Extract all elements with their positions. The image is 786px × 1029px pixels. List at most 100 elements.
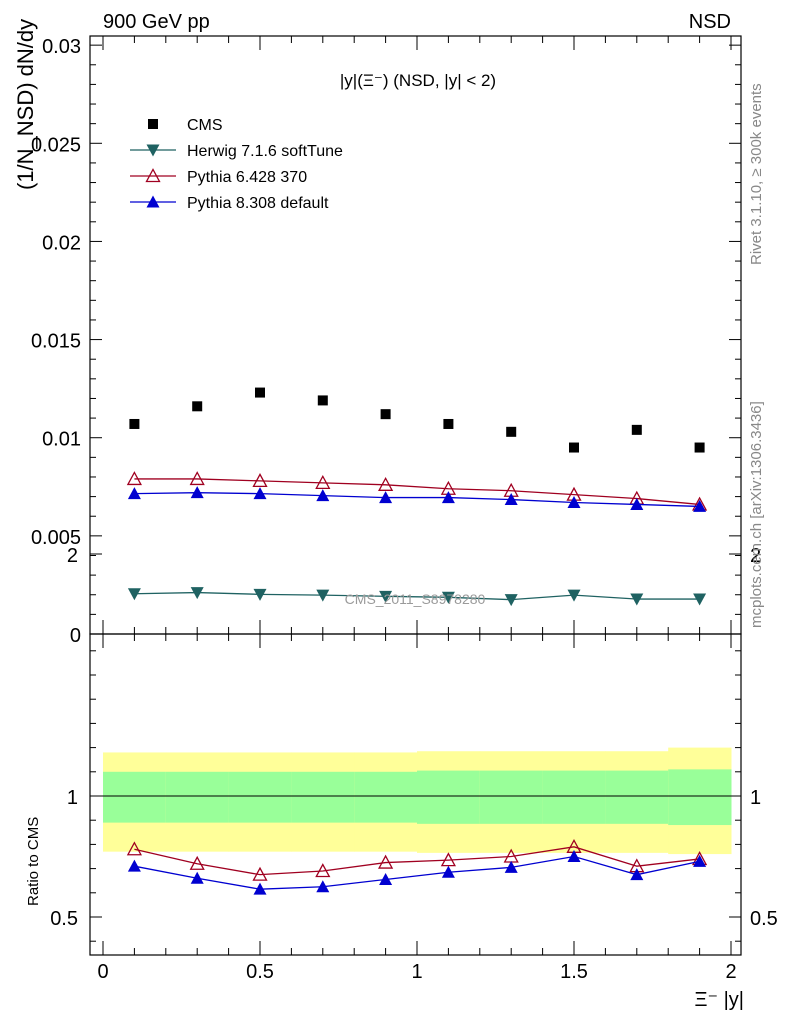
- data-point-pythia-6-428-370: [378, 476, 394, 491]
- legend-label-herwig-7-1-6-softtune: Herwig 7.1.6 softTune: [187, 143, 343, 160]
- plot-title: |y|(Ξ⁻) (NSD, |y| < 2): [340, 71, 496, 90]
- ratio-plot: 0.5 0.5 1 1 2 2 0 0.5 1 1.5 2 Ratio to CMS Ξ⁻ |y|: [25, 545, 778, 1011]
- data-point-pythia-8-308-default: [127, 487, 141, 500]
- ratio-y-tick-label-right: 0.5: [750, 908, 778, 930]
- data-point-cms: [631, 424, 642, 435]
- uncertainty-band-inner: [291, 771, 355, 823]
- ratio-y-tick-label-right: 2: [750, 545, 761, 567]
- ratio-point-pythia-8-308-default: [441, 865, 455, 878]
- uncertainty-band-inner: [542, 770, 606, 824]
- uncertainty-band-inner: [103, 771, 167, 823]
- data-point-cms: [192, 401, 203, 412]
- collision-label: 900 GeV pp: [103, 11, 210, 33]
- data-point-herwig-7-1-6-softtune: [190, 587, 204, 600]
- data-point-pythia-8-308-default: [441, 491, 455, 504]
- data-point-pythia-8-308-default: [504, 493, 518, 506]
- x-axis-label: Ξ⁻ |y|: [694, 989, 744, 1011]
- y-tick-label: 0.02: [42, 232, 81, 254]
- rivet-version-label: Rivet 3.1.10, ≥ 300k events: [748, 83, 765, 265]
- data-point-pythia-8-308-default: [567, 495, 581, 508]
- uncertainty-band-inner: [165, 771, 230, 823]
- x-tick-label: 0: [97, 961, 108, 983]
- legend-label-pythia-6-428-370: Pythia 6.428 370: [187, 169, 307, 186]
- x-tick-label: 0.5: [246, 961, 274, 983]
- ratio-plot-frame: [89, 633, 742, 956]
- ratio-point-pythia-8-308-default: [630, 868, 644, 881]
- ratio-point-pythia-6-428-370: [126, 841, 142, 856]
- data-point-pythia-6-428-370: [252, 473, 268, 488]
- data-point-cms: [129, 418, 140, 429]
- data-point-pythia-8-308-default: [630, 497, 644, 510]
- ratio-y-tick-label: 0.5: [50, 908, 78, 930]
- ratio-point-pythia-6-428-370: [315, 863, 331, 878]
- uncertainty-band-inner: [228, 771, 292, 823]
- y-tick-label: 0.03: [42, 36, 81, 58]
- legend-marker-pythia-8-308-default: [146, 195, 160, 208]
- mcplots-label: mcplots.cern.ch [arXiv:1306.3436]: [748, 401, 765, 628]
- y-tick-label: 0.015: [31, 331, 81, 353]
- data-point-pythia-6-428-370: [189, 471, 205, 486]
- data-point-pythia-6-428-370: [126, 471, 142, 486]
- data-point-herwig-7-1-6-softtune: [693, 593, 707, 606]
- data-point-cms: [443, 418, 454, 429]
- data-point-cms: [506, 426, 517, 437]
- data-point-herwig-7-1-6-softtune: [379, 590, 393, 603]
- ratio-y-tick-label: 2: [67, 545, 78, 567]
- uncertainty-band-inner: [668, 769, 732, 826]
- data-point-herwig-7-1-6-softtune: [253, 588, 267, 601]
- ratio-y-tick-label-right: 1: [750, 787, 761, 809]
- data-point-pythia-6-428-370: [315, 474, 331, 490]
- ratio-point-pythia-8-308-default: [567, 850, 581, 862]
- x-tick-label: 1: [411, 961, 422, 983]
- data-point-cms: [569, 442, 579, 453]
- ratio-line-pythia-8-308-default: [134, 855, 700, 890]
- data-point-pythia-8-308-default: [379, 491, 393, 504]
- y-tick-label: 0.005: [31, 527, 81, 549]
- data-point-cms: [694, 442, 705, 453]
- data-point-pythia-8-308-default: [190, 486, 204, 499]
- ratio-point-pythia-8-308-default: [316, 880, 330, 893]
- data-point-pythia-8-308-default: [253, 487, 267, 500]
- legend-marker-herwig-7-1-6-softtune: [146, 144, 160, 157]
- legend-label-cms: CMS: [187, 117, 223, 134]
- ratio-point-pythia-6-428-370: [252, 866, 268, 881]
- series-line-herwig-7-1-6-softtune: [134, 591, 700, 601]
- uncertainty-band-inner: [417, 770, 481, 824]
- data-point-cms: [255, 387, 265, 398]
- x-tick-label: 2: [725, 961, 736, 983]
- ratio-point-pythia-6-428-370: [378, 854, 394, 869]
- uncertainty-band-inner: [479, 770, 544, 824]
- analysis-watermark: CMS_2011_S8978280: [345, 591, 486, 607]
- ratio-point-pythia-8-308-default: [693, 854, 707, 867]
- legend-marker-pythia-6-428-370: [145, 168, 161, 183]
- y-tick-label: 0.01: [42, 429, 81, 451]
- ratio-point-pythia-8-308-default: [253, 882, 267, 895]
- ratio-y-axis-label: Ratio to CMS: [25, 817, 42, 906]
- data-point-herwig-7-1-6-softtune: [316, 589, 330, 602]
- data-point-herwig-7-1-6-softtune: [127, 588, 141, 601]
- series-line-pythia-6-428-370: [134, 478, 700, 506]
- ratio-point-pythia-8-308-default: [504, 860, 518, 873]
- main-plot: CMS_2011_S8978280 0 0.005 0.01 0.015 0.02 0.02…: [13, 19, 742, 647]
- data-point-herwig-7-1-6-softtune: [504, 594, 518, 607]
- uncertainty-band-inner: [605, 770, 669, 824]
- event-class-label: NSD: [689, 11, 731, 33]
- ratio-line-pythia-6-428-370: [134, 846, 700, 876]
- ratio-point-pythia-6-428-370: [189, 855, 205, 870]
- ratio-point-pythia-6-428-370: [440, 852, 456, 867]
- ratio-point-pythia-8-308-default: [127, 859, 141, 872]
- ratio-point-pythia-8-308-default: [190, 871, 204, 884]
- data-point-pythia-8-308-default: [316, 489, 330, 502]
- data-point-herwig-7-1-6-softtune: [441, 591, 455, 604]
- legend-marker-cms: [148, 119, 158, 129]
- data-point-cms: [380, 409, 391, 420]
- y-tick-label: 0.025: [31, 134, 81, 156]
- data-point-herwig-7-1-6-softtune: [567, 589, 581, 602]
- data-point-pythia-8-308-default: [693, 499, 707, 512]
- y-axis-label: (1/N_NSD) dN/dy: [13, 19, 38, 190]
- y-tick-label: 0: [70, 625, 81, 647]
- ratio-y-tick-label: 1: [67, 787, 78, 809]
- series-line-pythia-8-308-default: [134, 492, 700, 508]
